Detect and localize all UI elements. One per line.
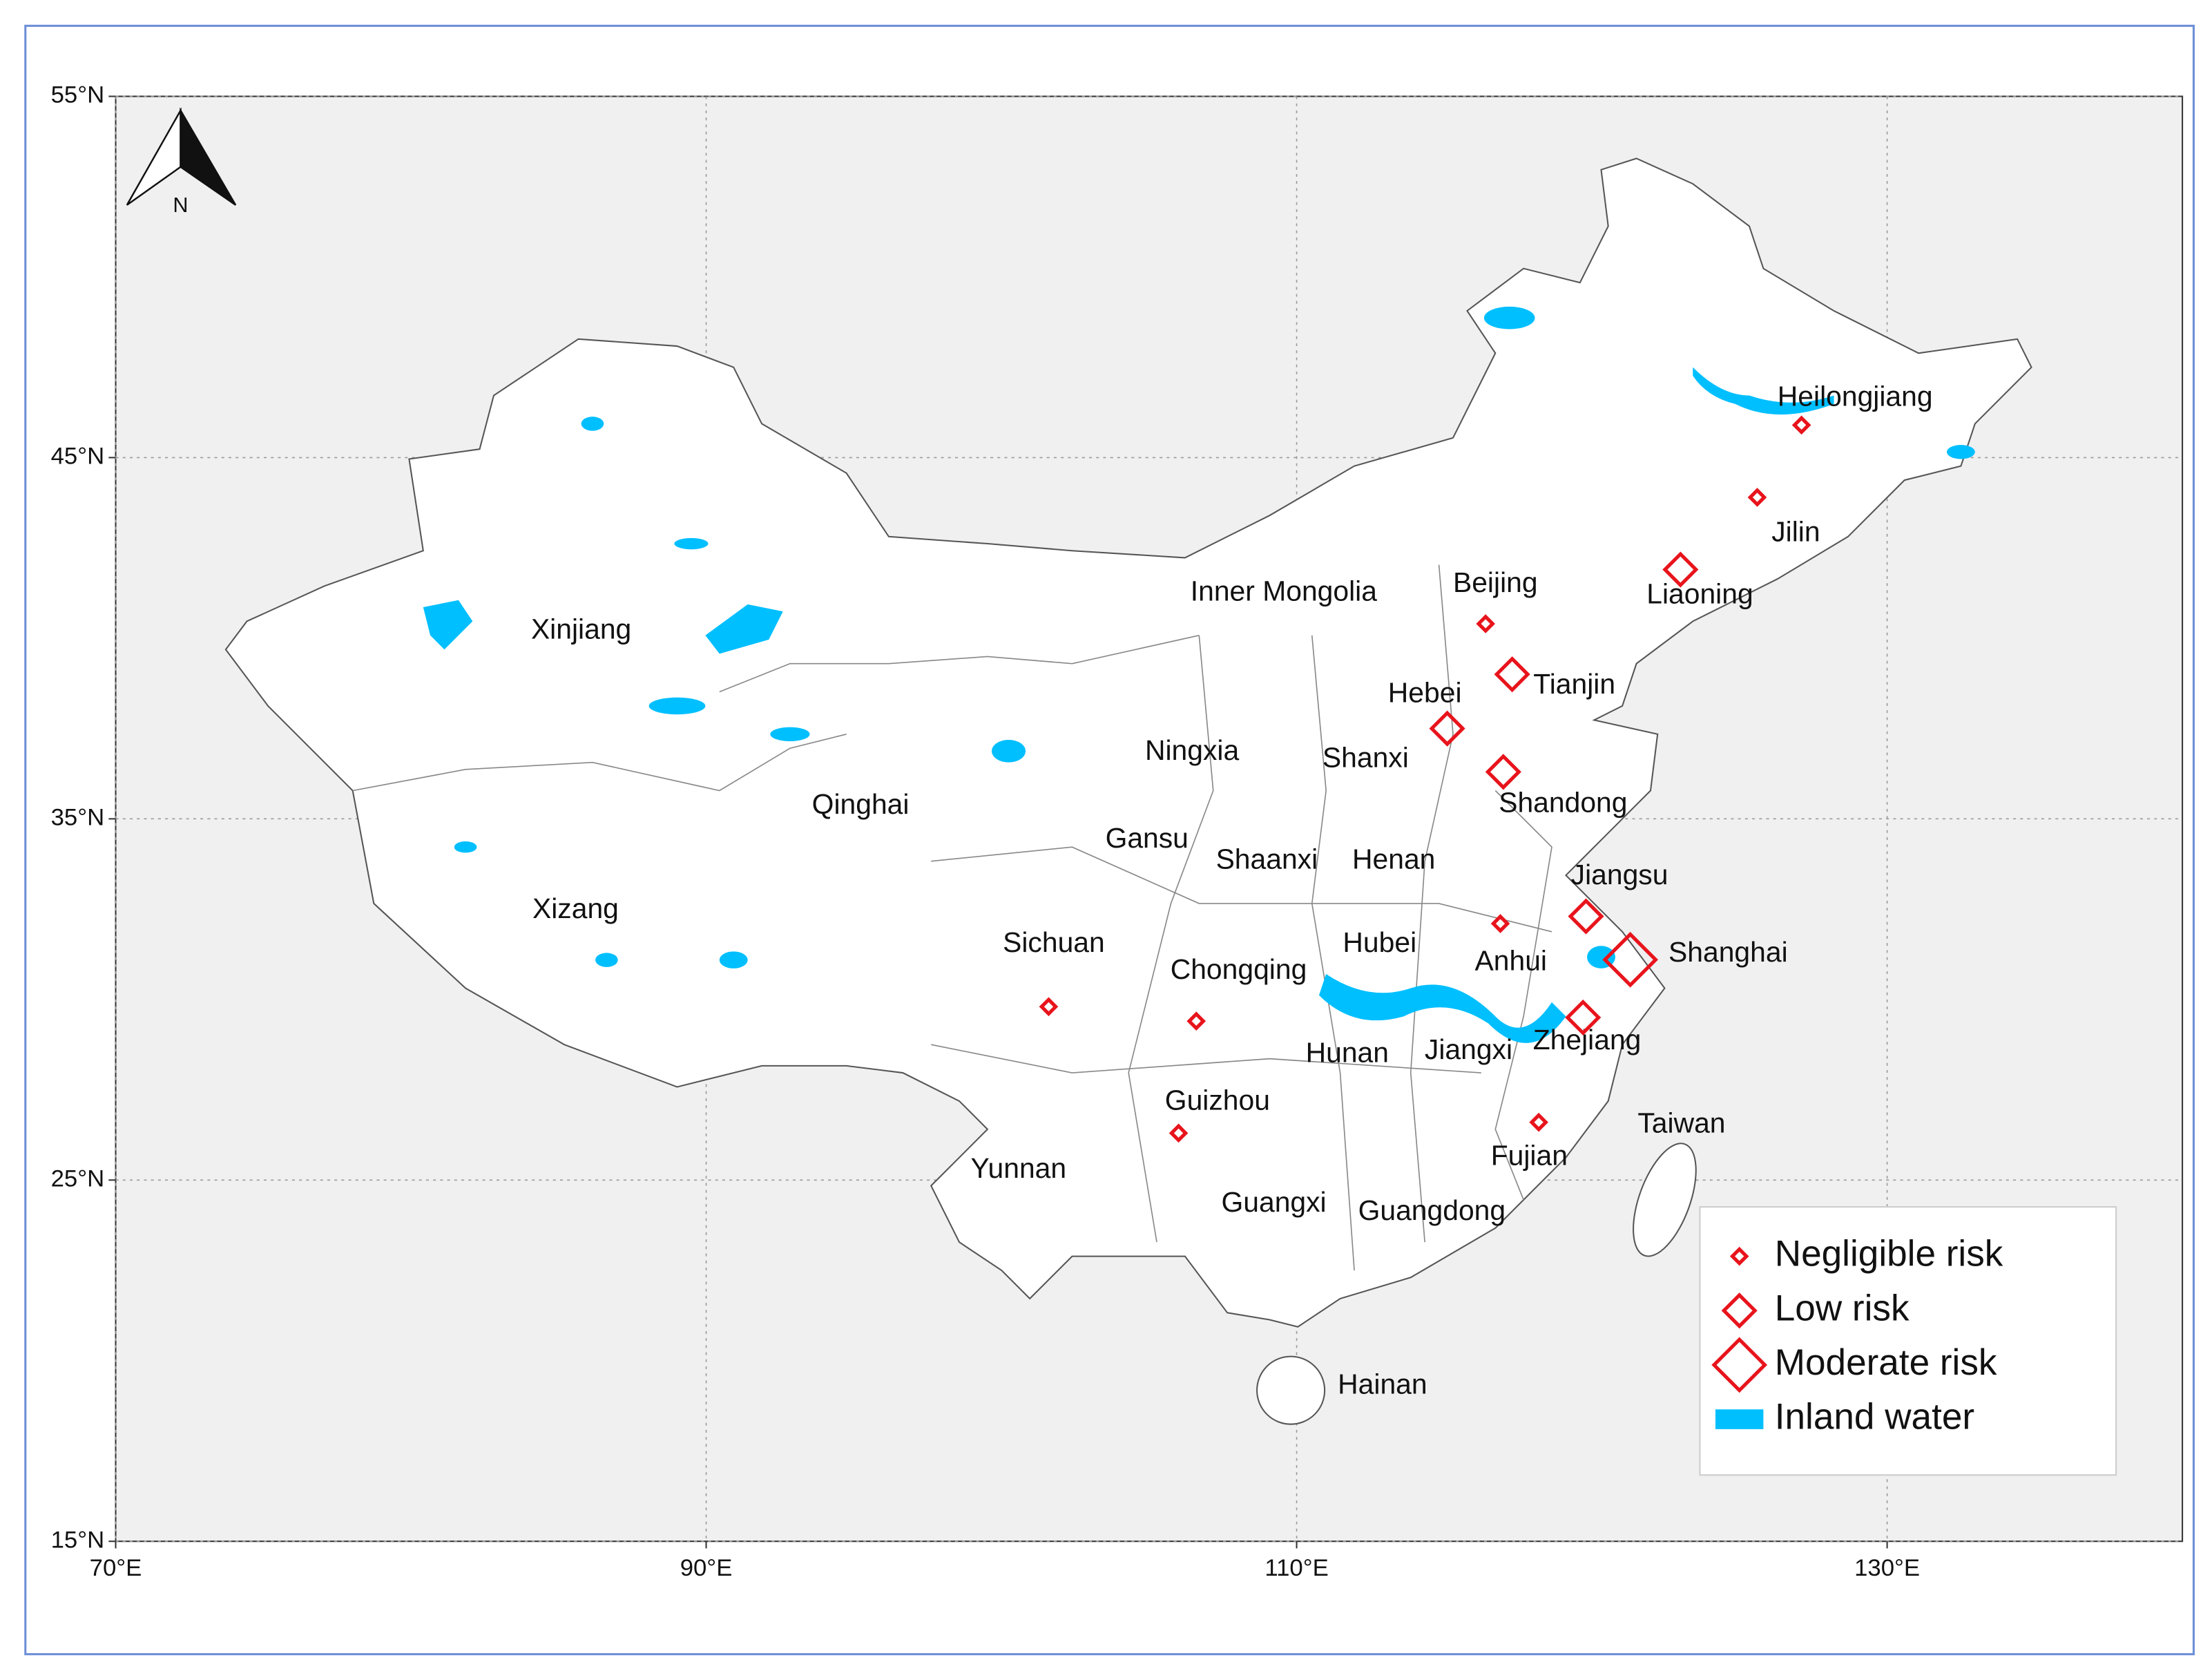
risk-marker xyxy=(1529,1112,1548,1132)
risk-marker xyxy=(1186,1011,1206,1031)
region-label: Hainan xyxy=(1338,1368,1427,1400)
land xyxy=(224,158,2032,1425)
lake xyxy=(1483,306,1535,330)
legend-symbol xyxy=(1715,1409,1764,1429)
risk-marker xyxy=(1476,614,1495,633)
lake xyxy=(595,953,618,967)
lake xyxy=(1946,445,1975,459)
x-tick-label: 130°E xyxy=(1854,1555,1920,1581)
lake xyxy=(992,739,1026,763)
legend-symbol xyxy=(1721,1292,1758,1329)
lake xyxy=(454,841,477,853)
legend-label: Low risk xyxy=(1775,1288,1910,1328)
y-tick-label: 35°N xyxy=(51,805,105,831)
region-label: Fujian xyxy=(1491,1139,1568,1171)
taiwan-island xyxy=(1633,1143,1697,1257)
x-tick-label: 110°E xyxy=(1264,1555,1328,1581)
region-label: Liaoning xyxy=(1646,578,1753,609)
lake xyxy=(705,604,783,654)
risk-marker xyxy=(1429,710,1465,747)
region-label: Taiwan xyxy=(1637,1107,1725,1138)
risk-marker xyxy=(1747,488,1767,507)
y-tick-label: 25°N xyxy=(51,1165,105,1192)
x-tick-label: 90°E xyxy=(680,1555,733,1581)
region-label: Beijing xyxy=(1453,566,1538,598)
region-label: Jiangxi xyxy=(1425,1033,1512,1065)
risk-marker xyxy=(1565,999,1602,1036)
risk-marker xyxy=(1490,914,1510,933)
region-label: Xizang xyxy=(532,892,619,924)
risk-marker xyxy=(1791,415,1811,435)
risk-marker xyxy=(1168,1123,1189,1143)
yangtze-lakes xyxy=(1318,974,1566,1043)
region-label: Jiangsu xyxy=(1571,859,1668,890)
legend-label: Moderate risk xyxy=(1775,1342,1997,1383)
x-tick-label: 70°E xyxy=(90,1555,142,1581)
region-label: Inner Mongolia xyxy=(1191,575,1377,607)
region-label: Shanxi xyxy=(1323,741,1409,773)
region-label: Hunan xyxy=(1306,1036,1389,1068)
y-tick-label: 15°N xyxy=(51,1527,105,1553)
region-label: Heilongjiang xyxy=(1778,380,1933,412)
y-tick-label: 55°N xyxy=(51,82,105,108)
legend-label: Inland water xyxy=(1775,1397,1974,1438)
risk-markers xyxy=(1039,415,1811,1143)
mainland xyxy=(224,158,2032,1328)
region-label: Hebei xyxy=(1388,676,1462,708)
region-label: Guangxi xyxy=(1222,1186,1327,1218)
region-label: Sichuan xyxy=(1003,926,1105,958)
province-borders xyxy=(352,564,1552,1271)
region-label: Guangdong xyxy=(1358,1194,1506,1226)
lake xyxy=(581,417,604,431)
region-label: Ningxia xyxy=(1145,734,1239,766)
risk-marker xyxy=(1662,551,1699,588)
region-label: Shanghai xyxy=(1668,936,1788,968)
north-arrow-right xyxy=(180,107,237,206)
region-label: Xinjiang xyxy=(531,613,631,645)
risk-marker xyxy=(1602,931,1659,988)
region-labels: Heilongjiang Jilin Liaoning Beijing Inner Mo… xyxy=(531,380,1933,1400)
region-label: Guizhou xyxy=(1165,1085,1270,1116)
risk-marker xyxy=(1039,997,1059,1017)
river xyxy=(1693,367,1834,415)
region-label: Shandong xyxy=(1499,787,1627,819)
region-label: Anhui xyxy=(1475,945,1547,977)
region-label: Gansu xyxy=(1106,822,1189,854)
region-label: Shaanxi xyxy=(1216,843,1318,875)
lake xyxy=(770,727,810,742)
risk-marker xyxy=(1494,656,1530,693)
legend-symbol xyxy=(1711,1337,1768,1393)
north-label: N xyxy=(173,193,188,217)
region-label: Chongqing xyxy=(1171,953,1307,985)
lake xyxy=(719,951,748,968)
lake xyxy=(674,537,709,550)
inland-water xyxy=(423,306,1975,1043)
region-label: Hubei xyxy=(1343,926,1416,958)
risk-marker xyxy=(1568,898,1604,935)
region-label: Jilin xyxy=(1771,516,1820,548)
hainan-island xyxy=(1256,1355,1326,1425)
lake xyxy=(648,697,706,715)
region-label: Henan xyxy=(1352,843,1435,875)
legend-label: Negligible risk xyxy=(1775,1234,2003,1275)
region-label: Tianjin xyxy=(1533,668,1615,700)
north-arrow: N xyxy=(126,107,237,217)
region-label: Yunnan xyxy=(971,1152,1067,1184)
region-label: Qinghai xyxy=(812,788,910,820)
legend-symbol xyxy=(1729,1246,1749,1266)
legend-box xyxy=(1699,1206,2117,1476)
lake xyxy=(423,600,473,650)
legend: Negligible risk Low risk Moderate risk Inla… xyxy=(1711,1234,2003,1438)
risk-marker xyxy=(1485,754,1521,790)
y-tick-label: 45°N xyxy=(51,443,105,470)
